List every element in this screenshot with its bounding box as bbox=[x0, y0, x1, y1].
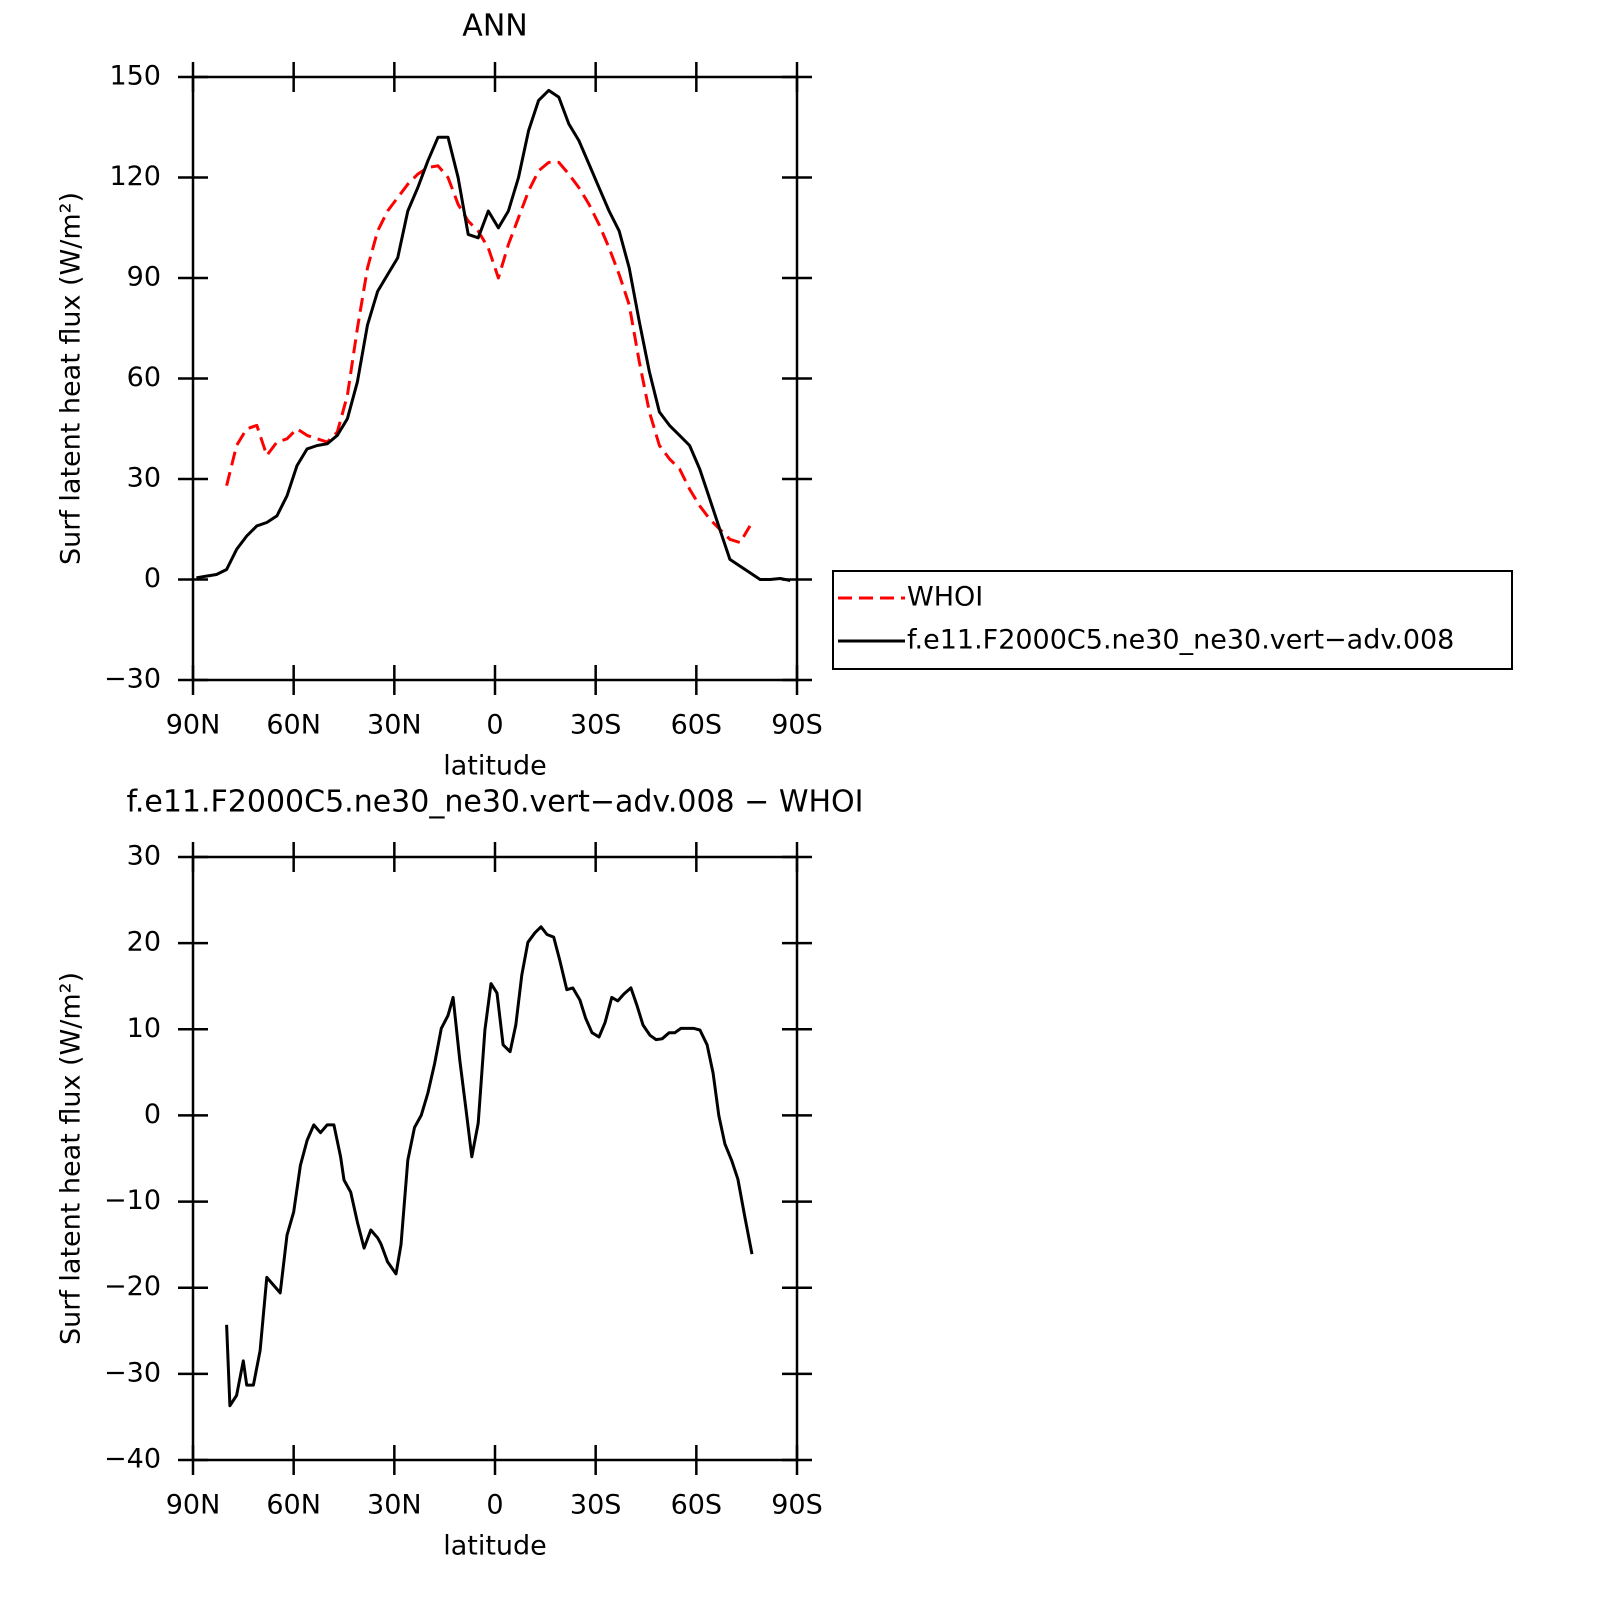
x-tick-label: 0 bbox=[486, 710, 503, 741]
y-tick-label: −20 bbox=[104, 1271, 161, 1302]
x-tick-label: 60N bbox=[266, 710, 321, 741]
legend-label: WHOI bbox=[907, 582, 983, 613]
x-tick-label: 60N bbox=[266, 1490, 321, 1521]
x-tick-label: 90N bbox=[166, 1490, 221, 1521]
x-tick-label: 90S bbox=[771, 710, 823, 741]
x-tick-label: 90N bbox=[166, 710, 221, 741]
y-tick-label: −30 bbox=[104, 1357, 161, 1388]
x-axis-label: latitude bbox=[443, 1531, 547, 1562]
y-tick-label: 10 bbox=[127, 1013, 161, 1044]
x-tick-label: 30N bbox=[367, 710, 422, 741]
y-tick-label: −30 bbox=[104, 664, 161, 695]
plot-frame bbox=[191, 75, 799, 682]
y-tick-label: −10 bbox=[104, 1185, 161, 1216]
y-tick-label: 150 bbox=[109, 61, 161, 92]
y-tick-label: 20 bbox=[127, 927, 161, 958]
y-axis-label: Surf latent heat flux (W/m²) bbox=[56, 972, 87, 1345]
y-tick-label: 30 bbox=[127, 841, 161, 872]
y-tick-label: 120 bbox=[109, 161, 161, 192]
y-tick-label: 90 bbox=[127, 262, 161, 293]
data-line bbox=[225, 160, 752, 545]
y-tick-label: −40 bbox=[104, 1444, 161, 1475]
y-tick-label: 0 bbox=[144, 1099, 161, 1130]
data-line bbox=[225, 925, 754, 1408]
y-tick-label: 30 bbox=[127, 463, 161, 494]
legend-box bbox=[832, 570, 1513, 670]
data-line bbox=[196, 88, 791, 582]
x-tick-label: 30N bbox=[367, 1490, 422, 1521]
legend-label: f.e11.F2000C5.ne30_ne30.vert−adv.008 bbox=[907, 625, 1454, 656]
y-tick-label: 60 bbox=[127, 362, 161, 393]
chart-title: f.e11.F2000C5.ne30_ne30.vert−adv.008 − W… bbox=[126, 785, 863, 820]
y-axis-label: Surf latent heat flux (W/m²) bbox=[56, 192, 87, 565]
x-tick-label: 0 bbox=[486, 1490, 503, 1521]
x-axis-label: latitude bbox=[443, 751, 547, 782]
plot-frame bbox=[191, 855, 799, 1462]
x-tick-label: 30S bbox=[570, 710, 622, 741]
chart-title: ANN bbox=[462, 9, 527, 44]
y-tick-label: 0 bbox=[144, 563, 161, 594]
x-tick-label: 60S bbox=[671, 710, 723, 741]
x-tick-label: 90S bbox=[771, 1490, 823, 1521]
x-tick-label: 60S bbox=[671, 1490, 723, 1521]
x-tick-label: 30S bbox=[570, 1490, 622, 1521]
